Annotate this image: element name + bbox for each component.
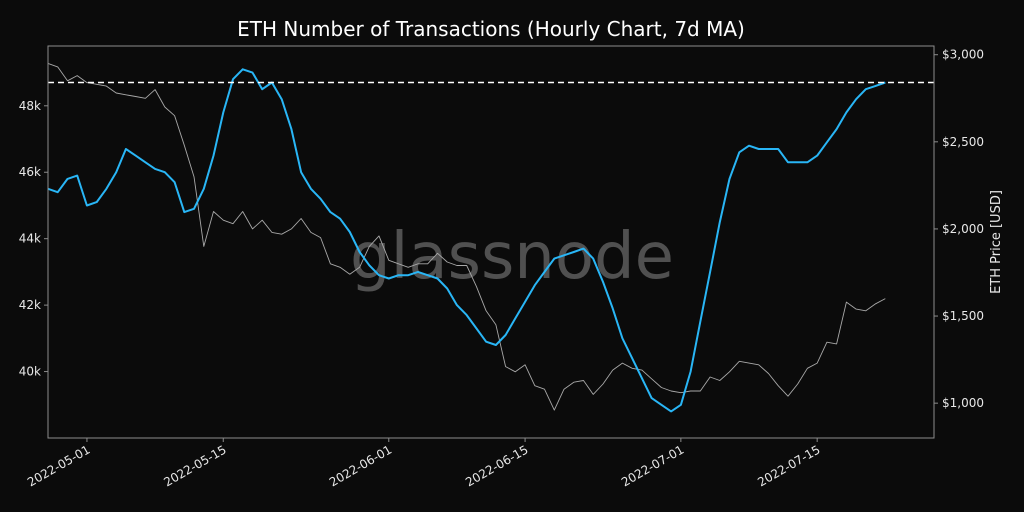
y-left-tick-label: 42k <box>19 298 41 312</box>
y-right-tick-label: $2,000 <box>942 222 984 236</box>
y-left-tick-label: 44k <box>19 232 41 246</box>
y-left-tick-label: 48k <box>19 99 41 113</box>
plot-area <box>47 62 934 413</box>
series-line-transactions <box>47 68 886 413</box>
y-right-tick-label: $1,000 <box>942 396 984 410</box>
series-line-price <box>47 62 886 411</box>
y-right-tick-label: $1,500 <box>942 309 984 323</box>
plot-frame <box>47 45 935 439</box>
y-axis-right-label: ETH Price [USD] <box>989 190 1004 294</box>
y-left-tick-label: 46k <box>19 165 41 179</box>
y-right-tick-label: $3,000 <box>942 48 984 62</box>
y-right-tick-label: $2,500 <box>942 135 984 149</box>
y-left-tick-label: 40k <box>19 365 41 379</box>
watermark: glassnode <box>350 220 674 294</box>
chart-title: ETH Number of Transactions (Hourly Chart… <box>237 17 745 41</box>
